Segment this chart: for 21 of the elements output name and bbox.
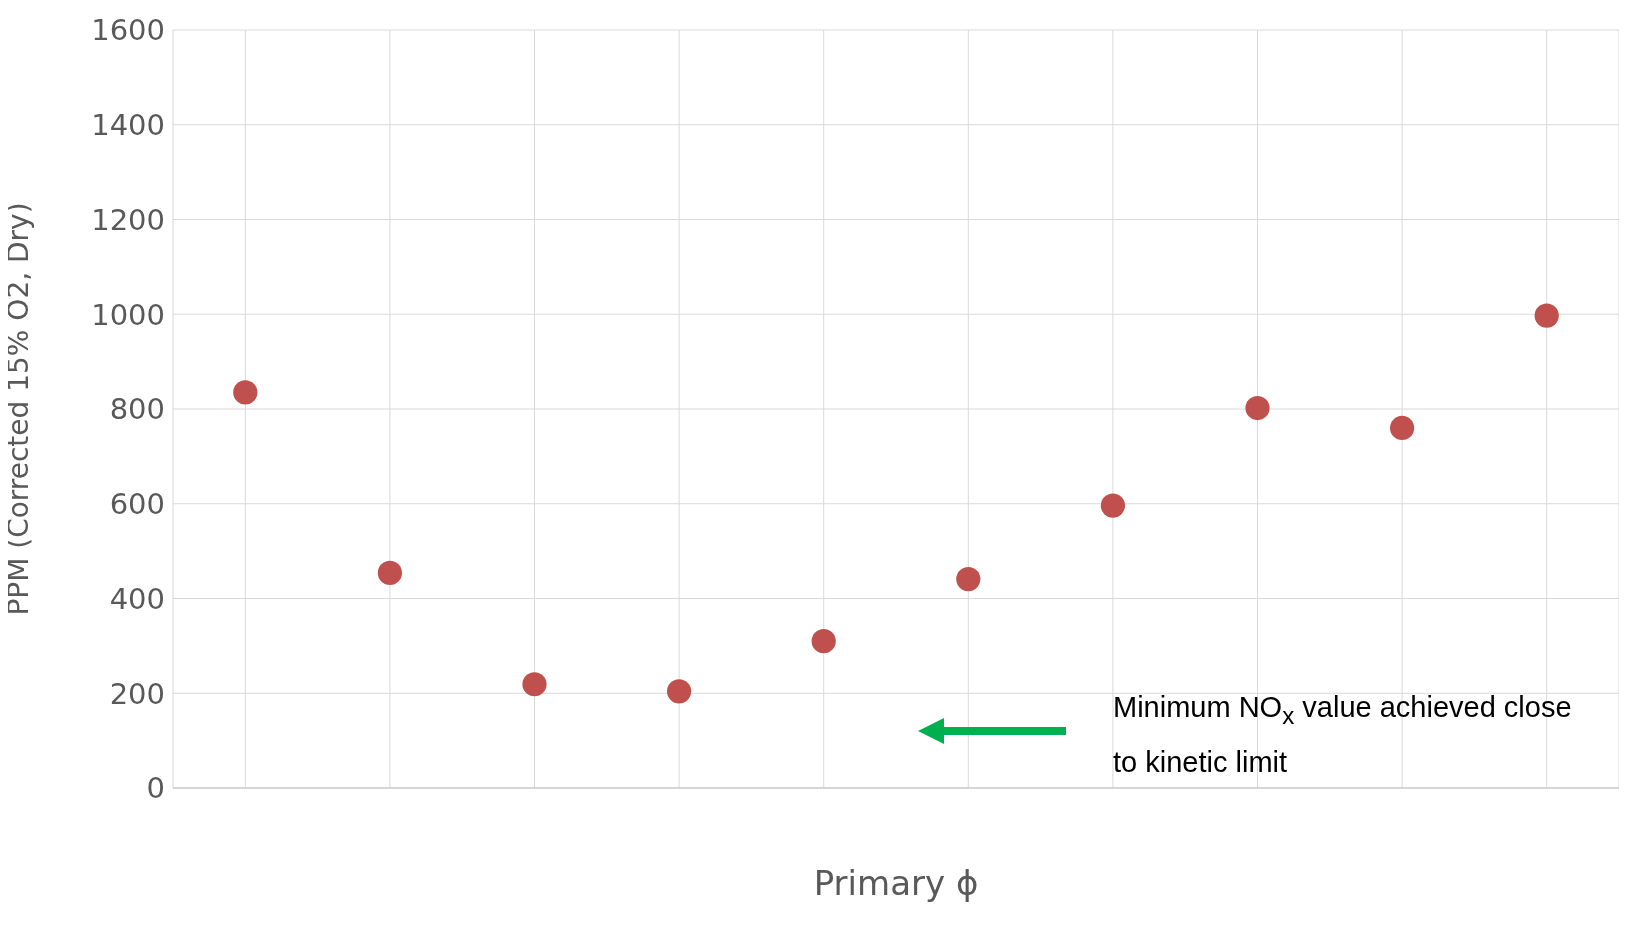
y-tick-label: 800 bbox=[109, 392, 165, 427]
point bbox=[667, 679, 692, 704]
point bbox=[1390, 415, 1415, 441]
y-tick-label: 0 bbox=[146, 771, 165, 806]
point bbox=[522, 672, 547, 697]
y-tick-label: 200 bbox=[109, 676, 165, 711]
point bbox=[377, 560, 402, 585]
y-tick-label: 1600 bbox=[91, 13, 165, 48]
y-tick-label: 400 bbox=[109, 581, 165, 616]
y-tick-label: 1400 bbox=[91, 108, 165, 143]
point bbox=[233, 380, 258, 405]
y-tick-label: 1000 bbox=[91, 297, 165, 332]
x-axis-title: Primary ϕ bbox=[813, 863, 979, 903]
y-tick-label: 600 bbox=[109, 487, 165, 522]
point bbox=[1100, 493, 1125, 518]
annotation: Minimum NO$_{x}$ value achieved close to kinetic limit bbox=[1113, 690, 1573, 780]
point bbox=[811, 629, 836, 654]
point bbox=[1534, 303, 1559, 328]
point bbox=[1245, 395, 1270, 421]
y-tick-label: 1200 bbox=[91, 202, 165, 237]
point bbox=[956, 567, 981, 592]
